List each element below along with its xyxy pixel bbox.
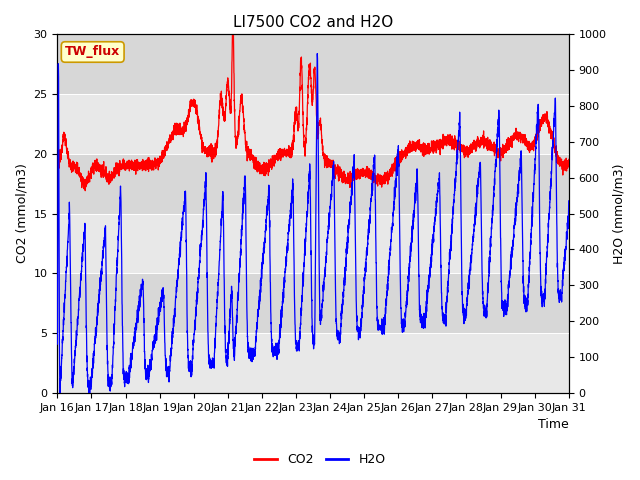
Bar [58,34,569,94]
Y-axis label: H2O (mmol/m3): H2O (mmol/m3) [612,163,625,264]
X-axis label: Time: Time [538,419,569,432]
Title: LI7500 CO2 and H2O: LI7500 CO2 and H2O [233,15,393,30]
Bar [58,274,569,333]
Y-axis label: CO2 (mmol/m3): CO2 (mmol/m3) [15,164,28,264]
Legend: CO2, H2O: CO2, H2O [250,448,390,471]
Text: TW_flux: TW_flux [65,46,120,59]
Bar [58,154,569,214]
